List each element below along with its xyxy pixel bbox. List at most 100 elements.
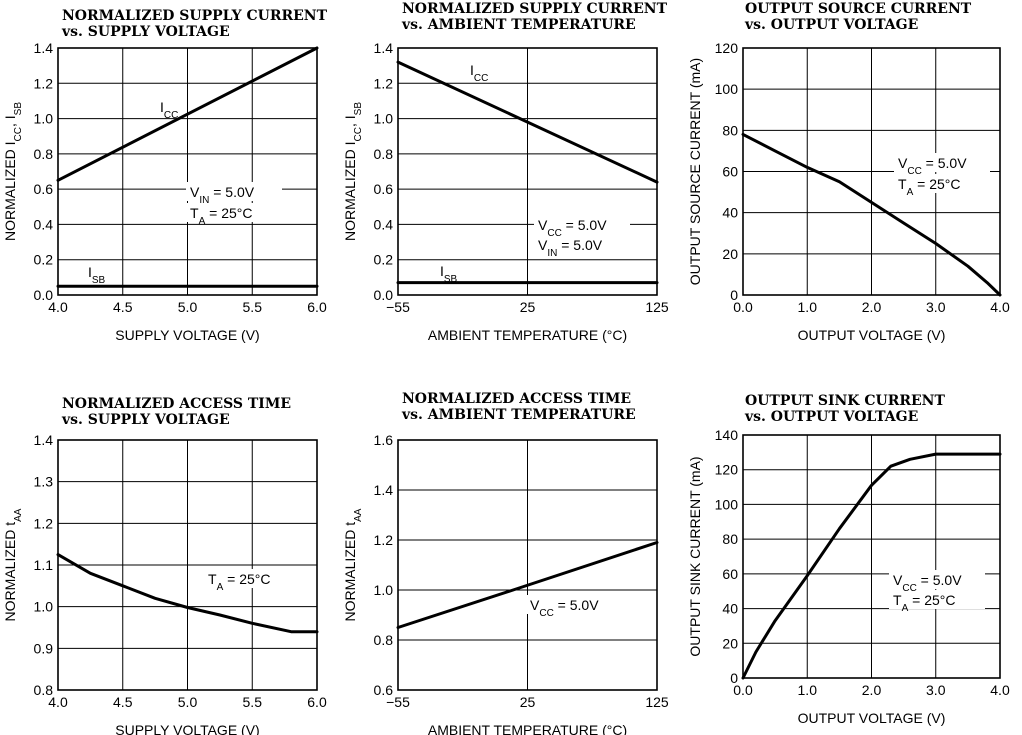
chart-subtitle: vs. SUPPLY VOLTAGE xyxy=(61,24,230,40)
x-tick-label: 125 xyxy=(645,694,669,710)
y-tick-label: 0.8 xyxy=(374,632,394,648)
x-tick-label: 125 xyxy=(645,299,669,315)
annotation-backing xyxy=(534,235,630,254)
y-tick-label: 1.2 xyxy=(374,75,394,91)
chart-subtitle: vs. SUPPLY VOLTAGE xyxy=(61,412,230,428)
y-tick-label: 80 xyxy=(722,122,738,138)
plot-frame xyxy=(57,47,318,296)
condition-annotation: VIN = 5.0V xyxy=(190,184,255,206)
x-axis-label: OUTPUT VOLTAGE (V) xyxy=(798,327,946,343)
y-tick-label: 120 xyxy=(715,40,739,56)
annotation-backing xyxy=(186,203,282,222)
x-tick-label: 3.0 xyxy=(926,682,946,698)
condition-annotation: VCC = 5.0V xyxy=(898,155,967,177)
chart-subtitle: vs. AMBIENT TEMPERATURE xyxy=(401,17,636,33)
y-tick-label: 0.4 xyxy=(374,216,394,232)
y-tick-label: 1.2 xyxy=(34,75,54,91)
y-tick-label: 40 xyxy=(722,601,738,617)
x-axis-label: SUPPLY VOLTAGE (V) xyxy=(115,327,259,343)
series-label: ISB xyxy=(440,263,458,285)
y-tick-label: 100 xyxy=(715,81,739,97)
plot-frame xyxy=(742,47,1001,296)
plot-frame xyxy=(397,47,658,296)
y-tick-label: 1.4 xyxy=(34,432,54,448)
y-tick-label: 0.0 xyxy=(34,287,54,303)
x-tick-label: 0.0 xyxy=(733,299,753,315)
y-tick-label: 20 xyxy=(722,635,738,651)
x-tick-label: 6.0 xyxy=(307,299,327,315)
y-tick-label: 0.6 xyxy=(374,181,394,197)
x-tick-label: 2.0 xyxy=(862,682,882,698)
x-tick-label: 5.0 xyxy=(178,299,198,315)
y-tick-label: 0.0 xyxy=(374,287,394,303)
y-tick-label: 0.8 xyxy=(34,682,54,698)
y-tick-label: 80 xyxy=(722,531,738,547)
x-tick-label: −55 xyxy=(386,299,410,315)
y-tick-label: 1.4 xyxy=(374,40,394,56)
y-tick-label: 0.2 xyxy=(34,252,54,268)
y-tick-label: 1.0 xyxy=(34,599,54,615)
condition-annotation: TA = 25°C xyxy=(190,205,252,227)
y-tick-label: 1.2 xyxy=(374,532,394,548)
y-tick-label: 1.2 xyxy=(34,515,54,531)
x-tick-label: 25 xyxy=(520,694,536,710)
x-axis-label: AMBIENT TEMPERATURE (°C) xyxy=(428,327,627,343)
x-tick-label: 5.5 xyxy=(243,299,263,315)
x-tick-label: 4.0 xyxy=(990,682,1010,698)
y-axis-label: NORMALIZED tAA xyxy=(342,508,364,621)
x-tick-label: 4.0 xyxy=(48,694,68,710)
y-tick-label: 0.6 xyxy=(34,181,54,197)
x-tick-label: 1.0 xyxy=(798,299,818,315)
y-tick-label: 1.3 xyxy=(34,474,54,490)
x-tick-label: 4.0 xyxy=(990,299,1010,315)
condition-annotation: VCC = 5.0V xyxy=(893,572,962,594)
y-tick-label: 0.9 xyxy=(34,640,54,656)
annotation-backing xyxy=(894,153,990,172)
y-tick-label: 0.4 xyxy=(34,216,54,232)
x-tick-label: 4.0 xyxy=(48,299,68,315)
condition-annotation: VCC = 5.0V xyxy=(530,597,599,619)
y-tick-label: 0.8 xyxy=(374,146,394,162)
x-tick-label: 25 xyxy=(520,299,536,315)
annotation-backing xyxy=(204,569,300,588)
annotation-backing xyxy=(889,590,985,609)
chart-subtitle: vs. OUTPUT VOLTAGE xyxy=(744,409,918,425)
x-axis-label: AMBIENT TEMPERATURE (°C) xyxy=(428,722,627,735)
y-tick-label: 1.0 xyxy=(374,111,394,127)
y-axis-label: NORMALIZED ICC, ISB xyxy=(2,102,24,241)
y-axis-label: NORMALIZED tAA xyxy=(2,508,24,621)
plot-frame xyxy=(397,439,658,691)
y-tick-label: 1.1 xyxy=(34,557,54,573)
x-tick-label: 1.0 xyxy=(798,682,818,698)
x-tick-label: 4.5 xyxy=(113,299,133,315)
series-line xyxy=(741,132,1002,297)
y-tick-label: 1.0 xyxy=(374,582,394,598)
series-line xyxy=(396,541,659,629)
chart-subtitle: vs. OUTPUT VOLTAGE xyxy=(744,17,918,33)
condition-annotation: TA = 25°C xyxy=(893,592,955,614)
chart-title: NORMALIZED ACCESS TIME xyxy=(62,396,291,412)
series-label: ICC xyxy=(160,99,178,121)
chart-title: NORMALIZED ACCESS TIME xyxy=(402,391,631,407)
annotation-backing xyxy=(526,595,622,614)
y-tick-label: 40 xyxy=(722,205,738,221)
y-tick-label: 1.6 xyxy=(374,432,394,448)
x-tick-label: −55 xyxy=(386,694,410,710)
x-axis-label: OUTPUT VOLTAGE (V) xyxy=(798,710,946,726)
y-tick-label: 0.8 xyxy=(34,146,54,162)
annotation-backing xyxy=(889,570,985,589)
chart-title: OUTPUT SINK CURRENT xyxy=(745,393,945,409)
condition-annotation: VIN = 5.0V xyxy=(538,237,603,259)
chart-title: OUTPUT SOURCE CURRENT xyxy=(745,1,972,17)
y-tick-label: 1.4 xyxy=(34,40,54,56)
chart-subtitle: vs. AMBIENT TEMPERATURE xyxy=(401,407,636,423)
chart-title: NORMALIZED SUPPLY CURRENT xyxy=(62,8,328,24)
y-tick-label: 140 xyxy=(715,427,739,443)
series-label: ICC xyxy=(470,62,488,84)
y-axis-label: OUTPUT SINK CURRENT (mA) xyxy=(687,456,703,656)
x-tick-label: 3.0 xyxy=(926,299,946,315)
